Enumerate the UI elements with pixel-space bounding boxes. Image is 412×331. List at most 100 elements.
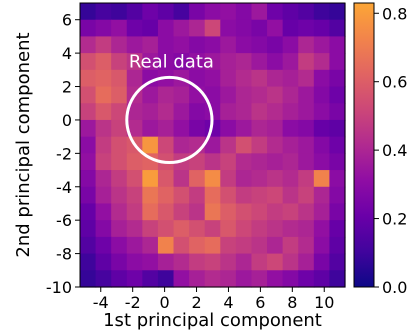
- heatmap-cell: [157, 270, 175, 288]
- heatmap-cell: [267, 3, 284, 21]
- heatmap-cell: [220, 19, 237, 38]
- heatmap-cell: [267, 19, 284, 38]
- heatmap-cell: [80, 270, 97, 288]
- real-data-label: Real data: [129, 51, 214, 72]
- heatmap-cell: [95, 170, 112, 188]
- heatmap-cell: [126, 119, 143, 138]
- heatmap-cell: [189, 53, 206, 71]
- heatmap-cell: [329, 119, 346, 138]
- colorbar-tick-label: 0.6: [382, 73, 407, 92]
- heatmap-cell: [313, 153, 331, 171]
- heatmap-cell: [126, 153, 143, 171]
- heatmap-cell: [95, 69, 112, 88]
- heatmap-cell: [235, 270, 253, 288]
- heatmap-cell: [126, 19, 143, 38]
- heatmap-cell: [220, 69, 237, 88]
- y-tick-label: 0: [62, 111, 72, 130]
- heatmap-cell: [204, 236, 221, 255]
- heatmap-cell: [235, 203, 253, 221]
- heatmap-cell: [251, 103, 268, 121]
- heatmap-cell: [142, 36, 159, 54]
- heatmap-cell: [126, 203, 143, 221]
- heatmap-cell: [157, 236, 175, 255]
- heatmap-cell: [173, 136, 190, 154]
- heatmap-cell: [111, 69, 128, 88]
- heatmap-cell: [95, 203, 112, 221]
- heatmap-cell: [204, 136, 221, 154]
- heatmap-cell: [298, 153, 315, 171]
- heatmap-cell: [282, 119, 299, 138]
- plot-frame: [79, 2, 346, 288]
- heatmap-cell: [173, 270, 190, 288]
- heatmap-cell: [282, 186, 299, 205]
- heatmap-cell: [157, 136, 175, 154]
- heatmap-cell: [251, 170, 268, 188]
- heatmap-cell: [267, 270, 284, 288]
- heatmap-cell: [267, 86, 284, 104]
- heatmap-cell: [142, 270, 159, 288]
- heatmap-cell: [313, 136, 331, 154]
- heatmap-cell: [298, 220, 315, 238]
- heatmap-cell: [329, 186, 346, 205]
- heatmap-cell: [95, 236, 112, 255]
- heatmap-cell: [157, 53, 175, 71]
- heatmap-cell: [282, 3, 299, 21]
- heatmap-cell: [267, 119, 284, 138]
- heatmap-cell: [80, 86, 97, 104]
- heatmap-cell: [80, 136, 97, 154]
- heatmap-cell: [157, 86, 175, 104]
- heatmap-cell: [157, 253, 175, 271]
- heatmap-cell: [313, 3, 331, 21]
- heatmap-cell: [80, 236, 97, 255]
- y-tick-label: -2: [56, 144, 72, 163]
- heatmap-cell: [189, 103, 206, 121]
- heatmap-cell: [80, 19, 97, 38]
- heatmap-cell: [313, 253, 331, 271]
- heatmap-cell: [220, 119, 237, 138]
- heatmap-cell: [173, 203, 190, 221]
- heatmap-cell: [126, 220, 143, 238]
- heatmap-cell: [267, 253, 284, 271]
- x-tick-label: 4: [223, 293, 233, 312]
- x-tick-label: 10: [314, 293, 334, 312]
- heatmap-cell: [267, 103, 284, 121]
- heatmap-cell: [251, 253, 268, 271]
- heatmap-cell: [220, 186, 237, 205]
- x-tick-label: 2: [191, 293, 201, 312]
- heatmap-cell: [220, 53, 237, 71]
- heatmap-cell: [251, 119, 268, 138]
- heatmap-cell: [298, 253, 315, 271]
- heatmap-cell: [142, 203, 159, 221]
- heatmap-cell: [282, 170, 299, 188]
- heatmap-cell: [282, 236, 299, 255]
- x-tick-label: -2: [125, 293, 141, 312]
- heatmap-cell: [204, 86, 221, 104]
- heatmap-cell: [157, 220, 175, 238]
- heatmap-cell: [142, 53, 159, 71]
- heatmap-cell: [111, 270, 128, 288]
- heatmap-cell: [220, 236, 237, 255]
- heatmap-cell: [95, 253, 112, 271]
- heatmap-cell: [282, 253, 299, 271]
- heatmap-cell: [298, 136, 315, 154]
- heatmap-cell: [329, 236, 346, 255]
- x-tick-label: 0: [160, 293, 170, 312]
- heatmap-cell: [282, 203, 299, 221]
- heatmap-cell: [251, 236, 268, 255]
- heatmap-cell: [157, 186, 175, 205]
- heatmap-cell: [95, 53, 112, 71]
- heatmap-cell: [251, 3, 268, 21]
- heatmap-cell: [313, 270, 331, 288]
- heatmap-cell: [95, 186, 112, 205]
- heatmap-cell: [126, 69, 143, 88]
- heatmap-cell: [220, 220, 237, 238]
- heatmap-cell: [142, 253, 159, 271]
- heatmap-cell: [173, 53, 190, 71]
- heatmap-cell: [142, 170, 159, 188]
- heatmap-cell: [95, 19, 112, 38]
- heatmap-cell: [142, 186, 159, 205]
- heatmap-cell: [329, 136, 346, 154]
- heatmap-cell: [282, 153, 299, 171]
- heatmap-cell: [329, 86, 346, 104]
- heatmap-cell: [282, 220, 299, 238]
